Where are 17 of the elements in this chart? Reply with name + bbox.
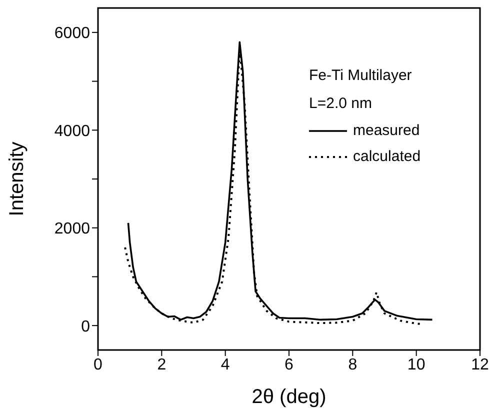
legend-title: Fe-Ti Multilayer — [309, 66, 413, 86]
legend-label: calculated — [353, 147, 421, 167]
x-tick-label: 8 — [348, 356, 358, 374]
x-axis-title: 2θ (deg) — [252, 386, 326, 408]
y-tick-label: 0 — [81, 318, 90, 336]
y-tick-label: 4000 — [54, 122, 90, 140]
x-tick-label: 4 — [220, 356, 230, 374]
x-tick-label: 2 — [157, 356, 166, 374]
x-tick-label: 6 — [284, 356, 294, 374]
y-tick-label: 2000 — [54, 220, 90, 238]
y-axis-title: Intensity — [6, 142, 28, 216]
x-tick-label: 0 — [94, 356, 103, 374]
annotation: L=2.0 nm — [309, 94, 373, 114]
x-tick-label: 12 — [471, 356, 489, 374]
legend-label: measured — [353, 121, 420, 141]
x-tick-label: 10 — [407, 356, 426, 374]
y-tick-label: 6000 — [54, 25, 90, 42]
